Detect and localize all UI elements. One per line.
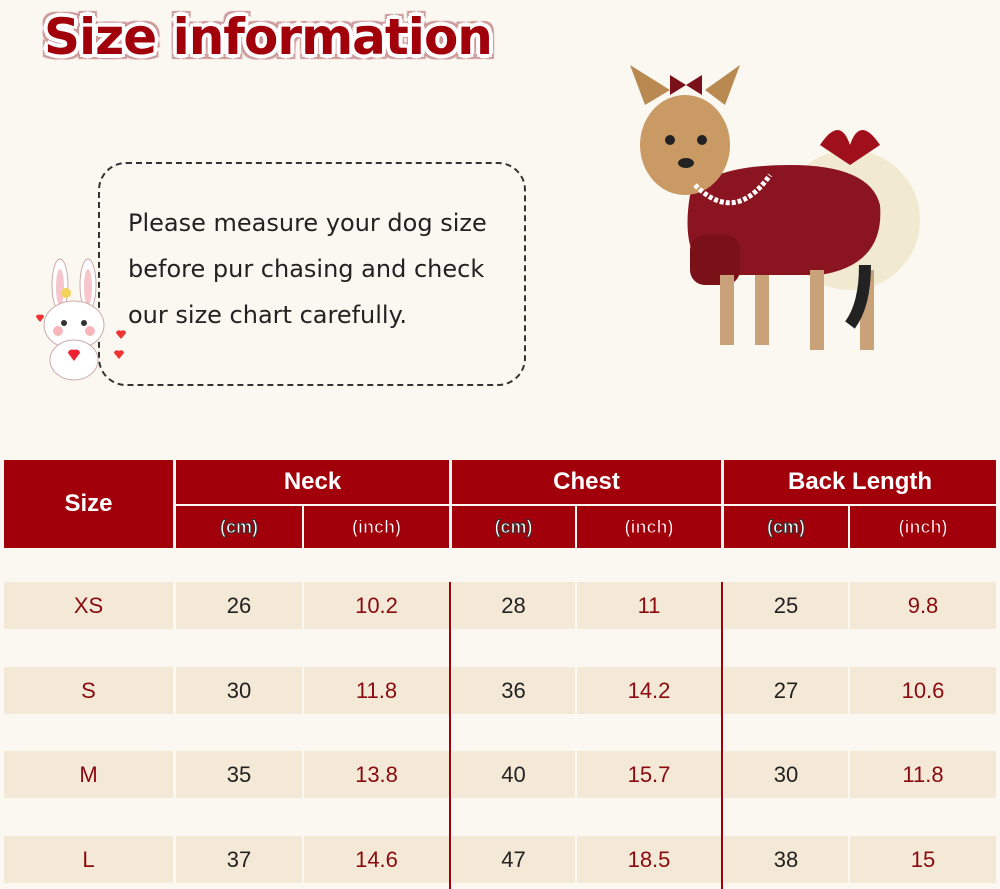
value-cell: 36 [452,667,575,714]
value-cell: 40 [452,751,575,798]
chest-cm-unit: (cm) [452,506,575,548]
value-cell: 15.7 [577,751,721,798]
back-cm-unit: (cm) [724,506,848,548]
value-cell: 37 [176,836,302,883]
measure-note: Please measure your dog size before pur … [128,209,487,329]
chest-header: Chest [452,460,721,504]
value-cell: 11.8 [850,751,996,798]
value-cell: 27 [724,667,848,714]
value-cell: 10.6 [850,667,996,714]
size-cell: L [4,836,173,883]
value-cell: 18.5 [577,836,721,883]
value-cell: 30 [724,751,848,798]
size-cell: XS [4,582,173,629]
neck-header: Neck [176,460,449,504]
value-cell: 26 [176,582,302,629]
dog-photo [630,65,920,350]
value-cell: 28 [452,582,575,629]
value-cell: 14.2 [577,667,721,714]
value-cell: 47 [452,836,575,883]
value-cell: 25 [724,582,848,629]
value-cell: 11.8 [304,667,449,714]
speech-bubble [98,162,526,386]
bunny-illustration [36,258,126,381]
value-cell: 35 [176,751,302,798]
back-inch-unit: (inch) [850,506,996,548]
value-cell: 11 [577,582,721,629]
size-cell: S [4,667,173,714]
value-cell: 9.8 [850,582,996,629]
value-cell: 13.8 [304,751,449,798]
value-cell: 15 [850,836,996,883]
value-cell: 10.2 [304,582,449,629]
column-divider [449,582,451,889]
size-cell: M [4,751,173,798]
back-length-header: Back Length [724,460,996,504]
chest-inch-unit: (inch) [577,506,721,548]
value-cell: 30 [176,667,302,714]
value-cell: 38 [724,836,848,883]
size-header: Size [4,460,173,548]
column-divider [721,582,723,889]
neck-cm-unit: (cm) [176,506,302,548]
value-cell: 14.6 [304,836,449,883]
neck-inch-unit: (inch) [304,506,449,548]
page-title: Size information [44,8,493,66]
